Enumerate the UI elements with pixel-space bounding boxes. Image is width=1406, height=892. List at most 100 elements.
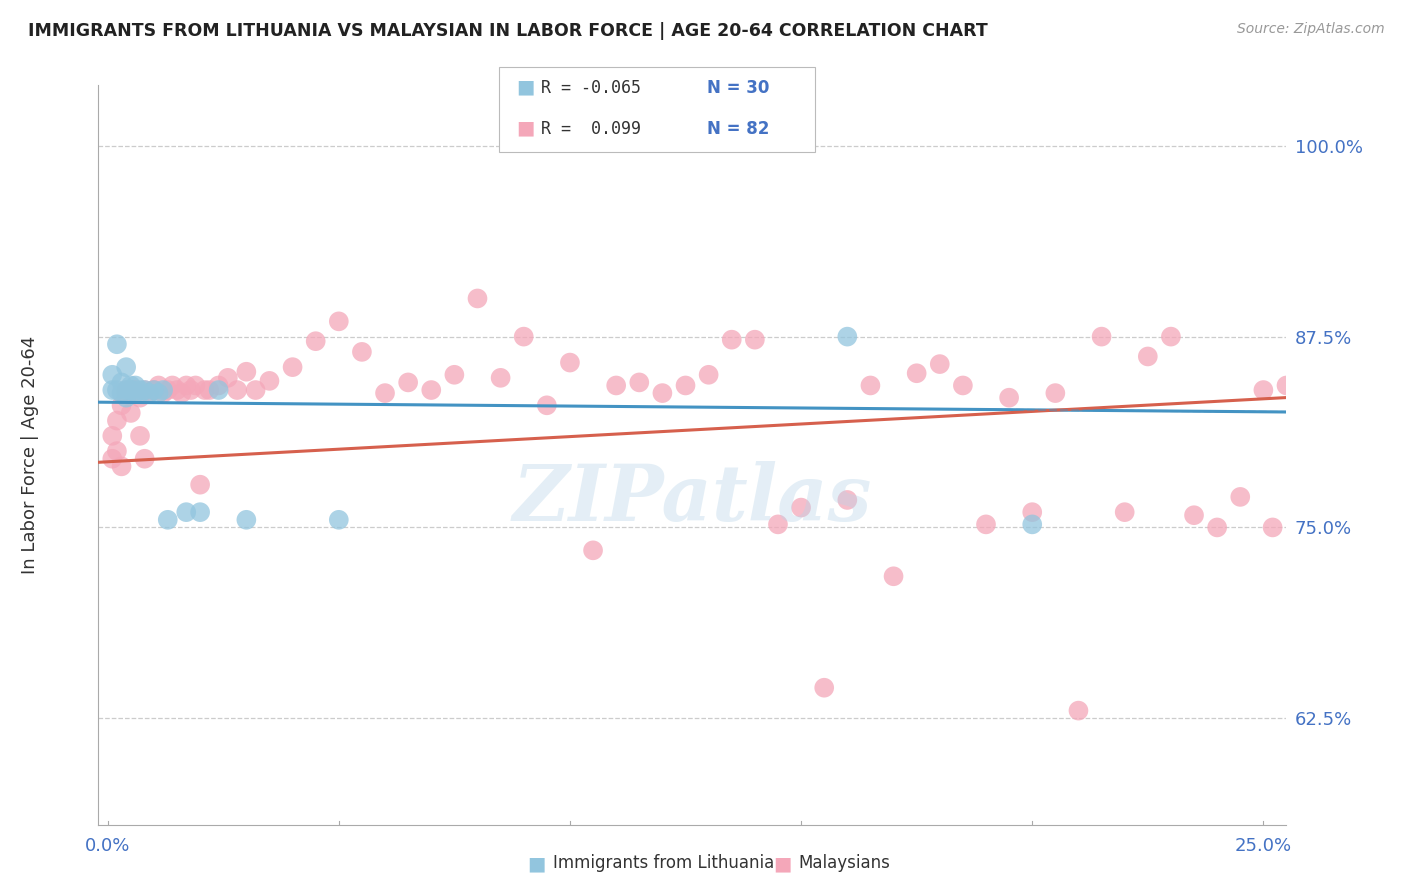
Point [628,376,651,390]
Point [110,386,132,401]
Point [105,337,128,351]
Point [156,383,179,397]
Point [1275,378,1298,392]
Point [101,368,124,382]
Point [558,355,581,369]
Point [928,357,950,371]
Text: In Labor Force | Age 20-64: In Labor Force | Age 20-64 [21,335,38,574]
Point [198,383,221,397]
Text: Source: ZipAtlas.com: Source: ZipAtlas.com [1237,22,1385,37]
Point [120,378,142,392]
Point [720,333,742,347]
Point [152,383,174,397]
Point [105,444,128,458]
Point [115,383,138,397]
Point [1253,383,1275,397]
Text: ■: ■ [773,854,792,873]
Point [152,386,174,401]
Point [120,383,142,397]
Point [138,386,160,401]
Point [101,451,124,466]
Point [105,413,128,427]
Point [148,378,170,392]
Point [134,383,156,397]
Point [1229,490,1251,504]
Point [226,383,249,397]
Point [124,383,146,397]
Point [235,513,257,527]
Point [142,383,165,397]
Point [129,386,152,401]
Point [170,386,193,401]
Point [1114,505,1136,519]
Point [1090,329,1112,343]
Point [582,543,605,558]
Text: N = 30: N = 30 [707,79,769,97]
Text: R = -0.065: R = -0.065 [541,79,641,97]
Point [651,386,673,401]
Point [837,329,859,343]
Point [998,391,1021,405]
Text: ■: ■ [516,77,534,96]
Point [1045,386,1067,401]
Point [129,383,152,397]
Point [217,371,239,385]
Text: 25.0%: 25.0% [1234,838,1292,855]
Point [697,368,720,382]
Point [420,383,443,397]
Point [952,378,974,392]
Text: ■: ■ [527,854,546,873]
Point [174,378,197,392]
Point [905,366,928,380]
Point [259,374,281,388]
Point [1206,520,1229,534]
Point [156,513,179,527]
Point [1182,508,1205,523]
Point [129,391,152,405]
Point [124,383,146,397]
Text: 0.0%: 0.0% [84,838,131,855]
Point [396,376,419,390]
Point [536,398,558,412]
Point [188,477,211,491]
Point [184,378,207,392]
Point [467,292,489,306]
Point [744,333,766,347]
Point [443,368,465,382]
Point [115,391,138,405]
Point [110,376,132,390]
Point [1261,520,1284,534]
Text: Immigrants from Lithuania: Immigrants from Lithuania [553,855,773,872]
Text: ■: ■ [516,118,534,137]
Point [813,681,835,695]
Point [148,386,170,401]
Point [1136,350,1159,364]
Text: ZIPatlas: ZIPatlas [513,461,872,538]
Point [837,492,859,507]
Point [188,505,211,519]
Point [194,383,217,397]
Point [129,429,152,443]
Point [1067,704,1090,718]
Point [162,378,184,392]
Point [374,386,396,401]
Point [605,378,627,392]
Point [859,378,882,392]
Point [207,383,229,397]
Point [134,451,156,466]
Text: IMMIGRANTS FROM LITHUANIA VS MALAYSIAN IN LABOR FORCE | AGE 20-64 CORRELATION CH: IMMIGRANTS FROM LITHUANIA VS MALAYSIAN I… [28,22,988,40]
Point [115,383,138,397]
Point [174,505,197,519]
Point [512,329,534,343]
Point [305,334,328,349]
Point [166,383,188,397]
Point [1021,517,1043,532]
Point [245,383,267,397]
Point [1021,505,1043,519]
Text: Malaysians: Malaysians [799,855,890,872]
Point [115,386,138,401]
Point [124,378,146,392]
Point [101,429,124,443]
Point [281,360,304,375]
Point [350,344,373,359]
